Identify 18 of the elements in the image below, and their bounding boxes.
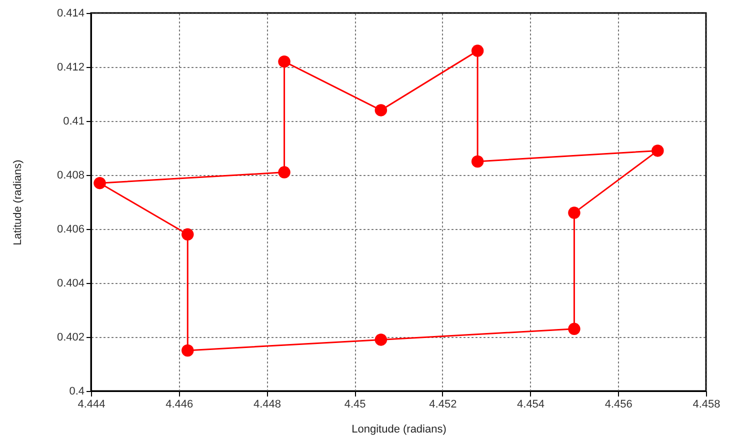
x-tick-label: 4.446 — [166, 398, 194, 410]
y-tick-label: 0.406 — [56, 224, 84, 236]
x-tick-label: 4.456 — [604, 398, 632, 410]
y-tick-label: 0.408 — [56, 170, 84, 182]
y-tick-label: 0.41 — [63, 116, 84, 128]
x-tick-label: 4.45 — [344, 398, 366, 410]
y-tick-label: 0.414 — [56, 8, 84, 20]
x-axis-title: Longitude (radians) — [352, 424, 446, 436]
x-tick-label: 4.454 — [517, 398, 545, 410]
x-tick-label: 4.458 — [692, 398, 720, 410]
y-tick-label: 0.4 — [69, 386, 84, 398]
y-axis-title: Latitude (radians) — [12, 160, 24, 246]
y-tick-label: 0.404 — [56, 278, 84, 290]
x-tick-label: 4.448 — [253, 398, 281, 410]
y-tick-label: 0.402 — [56, 332, 84, 344]
x-tick-label: 4.452 — [429, 398, 457, 410]
x-tick-label: 4.444 — [78, 398, 106, 410]
y-tick-label: 0.412 — [56, 62, 84, 74]
